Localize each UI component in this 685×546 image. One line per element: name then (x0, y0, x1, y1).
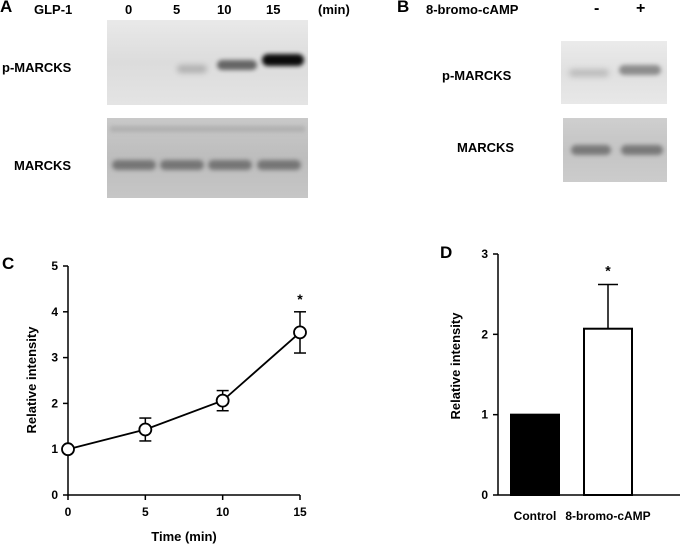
panel-c-data-point (293, 325, 307, 340)
panel-c-y-tick-label: 5 (51, 259, 58, 273)
band (569, 69, 609, 77)
panel-a-row-label-p-marcks: p-MARCKS (2, 60, 72, 75)
panel-b-lane-plus: + (636, 0, 646, 17)
band (571, 145, 611, 155)
panel-c-y-tick-label: 1 (51, 442, 58, 456)
panel-d-y-tick-label: 3 (481, 247, 488, 261)
band (217, 60, 257, 70)
panel-c-data-point (61, 442, 75, 457)
panel-b-blot-p-marcks (561, 41, 667, 104)
panel-d-bar (583, 327, 633, 496)
panel-a-lane-2: 10 (217, 2, 232, 17)
band (177, 65, 207, 73)
panel-c-chart: 0 1 2 3 4 5 0 5 10 15 * Time (min) Relative inten… (24, 259, 307, 544)
panel-c-data-point (138, 422, 153, 437)
band (257, 160, 301, 170)
panel-a-treatment-label: GLP-1 (34, 2, 73, 17)
band (112, 160, 156, 170)
panel-c-xlabel: Time (min) (151, 529, 217, 544)
band (621, 145, 663, 155)
panel-b-lane-minus: - (594, 0, 600, 17)
panel-a-lane-3: 15 (266, 2, 281, 17)
panel-d-y-tick-label: 0 (481, 488, 488, 502)
panel-d-chart: 0 1 2 3 Control 8-bromo-cAMP * Relative inten… (448, 247, 680, 523)
panel-b-row-label-p-marcks: p-MARCKS (442, 68, 512, 83)
band (619, 65, 661, 75)
panel-c-x-tick-label: 5 (142, 505, 149, 519)
panel-d-bar (510, 413, 560, 497)
panel-d-significance-star: * (605, 263, 611, 279)
band (160, 160, 204, 170)
panel-c-series-line (67, 331, 301, 451)
band (262, 54, 304, 66)
panel-d-y-tick-label: 1 (481, 408, 488, 422)
panel-d-y-tick-label: 2 (481, 327, 488, 341)
panel-a-blot-p-marcks (107, 20, 308, 105)
panel-c-y-tick-label: 4 (51, 305, 58, 319)
panel-a-blot-marcks (107, 118, 308, 198)
panel-d-x-tick-label: 8-bromo-cAMP (565, 509, 650, 523)
panel-c-y-tick-label: 3 (51, 351, 58, 365)
panel-a-unit: (min) (318, 2, 350, 17)
panel-b-blot-marcks (563, 118, 667, 182)
panel-b-row-label-marcks: MARCKS (457, 140, 515, 155)
band (208, 160, 252, 170)
panel-b-letter: B (397, 0, 410, 16)
panel-a-lane-0: 0 (125, 2, 133, 17)
panel-c-y-tick-label: 2 (51, 396, 58, 410)
panel-c-y-tick-label: 0 (51, 488, 58, 502)
panel-c-letter: C (2, 254, 15, 273)
panel-a-letter: A (0, 0, 13, 16)
panel-d-ylabel: Relative intensity (448, 312, 463, 420)
panel-c-x-tick-label: 15 (293, 505, 307, 519)
panel-d-x-tick-label: Control (514, 509, 557, 523)
panel-c-data-point (215, 393, 230, 408)
panel-a-row-label-marcks: MARCKS (14, 158, 72, 173)
panel-c-x-tick-label: 0 (65, 505, 72, 519)
panel-c-significance-star: * (297, 291, 303, 307)
panel-b-treatment-label: 8-bromo-cAMP (426, 2, 519, 17)
panel-c-ylabel: Relative intensity (24, 326, 39, 434)
panel-a-lane-1: 5 (173, 2, 181, 17)
panel-c-x-tick-label: 10 (216, 505, 230, 519)
band (110, 126, 305, 132)
panel-d-letter: D (440, 243, 453, 262)
